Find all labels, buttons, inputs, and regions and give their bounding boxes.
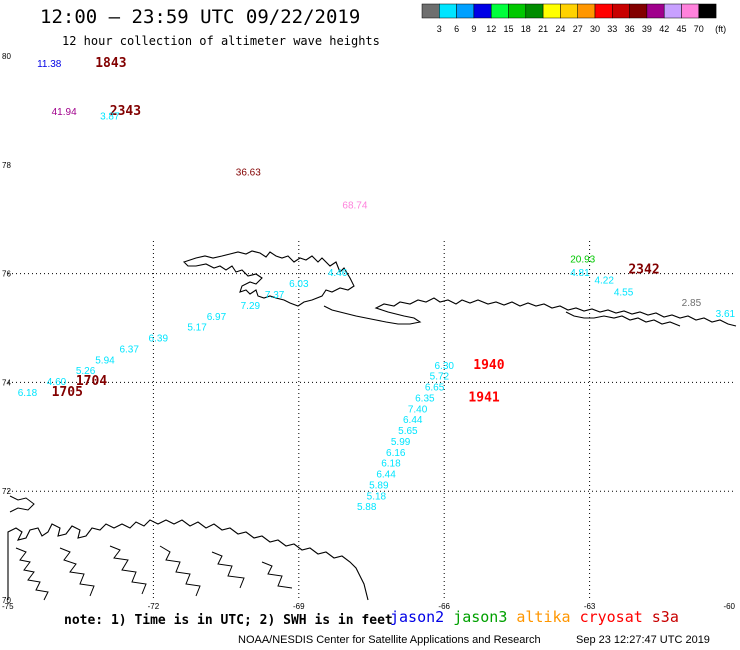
wave-height-label: 6.35 [415, 393, 435, 404]
wave-height-label: 5.94 [95, 355, 115, 366]
wave-height-label: 5.99 [391, 437, 411, 448]
legend-label: 39 [642, 24, 652, 34]
lat-label: 72 [2, 487, 11, 496]
wave-height-label: 6.18 [381, 459, 401, 470]
lon-label: -69 [293, 602, 305, 611]
wave-height-label: 41.94 [52, 107, 77, 118]
wave-height-label: 6.65 [425, 383, 445, 394]
lat-label: 76 [2, 270, 11, 279]
wave-height-label: 6.16 [386, 448, 406, 459]
lon-label: -72 [148, 602, 160, 611]
lat-label: 80 [2, 52, 11, 61]
wave-height-label: 7.29 [241, 301, 261, 312]
footer-note: note: 1) Time is in UTC; 2) SWH is in fe… [64, 613, 393, 628]
wave-height-label: 5.88 [357, 502, 377, 513]
satellite-cryosat: cryosat [579, 608, 643, 626]
coastline-bylot-island [9, 495, 35, 513]
lon-label: -75 [2, 602, 14, 611]
satellite-jason3: jason3 [453, 608, 508, 626]
legend-label: 70 [694, 24, 704, 34]
wave-height-label: 6.18 [18, 388, 38, 399]
coastline-ellesmere [323, 297, 737, 327]
wave-height-label: 68.74 [342, 200, 367, 211]
satellite-altika: altika [516, 608, 571, 626]
wave-height-label: 6.30 [435, 361, 455, 372]
wave-height-label: 6.37 [119, 344, 139, 355]
satellite-jason2: jason2 [390, 608, 445, 626]
lon-label: -60 [723, 602, 735, 611]
pass-time-label: 2343 [110, 104, 141, 119]
pass-time-label: 1940 [473, 358, 504, 373]
legend-label: 42 [659, 24, 669, 34]
wave-height-label: 2.85 [682, 298, 702, 309]
wave-height-label: 4.60 [47, 377, 67, 388]
lat-label: 78 [2, 161, 11, 170]
coastline-baffin-fjords [15, 545, 293, 601]
legend-label: 36 [625, 24, 635, 34]
wave-height-label: 3.61 [716, 309, 736, 320]
pass-time-label: 1941 [468, 390, 499, 405]
coastline-greenland [182, 250, 355, 307]
legend-label: 15 [503, 24, 513, 34]
wave-height-label: 20.93 [570, 255, 595, 266]
lat-label: 70 [2, 596, 11, 605]
wave-height-label: 4.81 [570, 268, 590, 279]
satellite-s3a: s3a [651, 608, 679, 626]
wave-height-label: 4.46 [328, 268, 348, 279]
wave-height-label: 5.17 [187, 323, 207, 334]
legend-label: 18 [521, 24, 531, 34]
legend-label: 9 [471, 24, 476, 34]
map-axes: 80 78 76 74 72 70-75 -72 -69 -66 -63 -60 [2, 52, 736, 611]
legend-label: 24 [555, 24, 565, 34]
pass-time-label: 1704 [76, 374, 107, 389]
legend-label: 27 [573, 24, 583, 34]
lon-label: -63 [584, 602, 596, 611]
color-scale-legend: 3 6 9 12 15 18 21 24 27 30 33 36 39 42 45 70 (ft) [421, 3, 726, 34]
pass-time-label: 1705 [52, 385, 83, 400]
wave-height-label: 6.44 [403, 415, 423, 426]
wave-height-label: 5.65 [398, 426, 418, 437]
wave-height-label: 6.44 [376, 470, 396, 481]
wave-height-label: 7.40 [408, 404, 428, 415]
coastline-devon-island [565, 311, 681, 327]
wave-height-label: 36.63 [236, 168, 261, 179]
legend-label: 33 [607, 24, 617, 34]
wave-height-label: 3.87 [100, 112, 120, 123]
wave-height-label: 5.72 [430, 372, 450, 383]
coastline [7, 250, 737, 601]
legend-unit: (ft) [715, 24, 726, 34]
footer-credit: NOAA/NESDIS Center for Satellite Applica… [238, 634, 541, 646]
wave-height-label: 6.39 [149, 334, 169, 345]
wave-height-label: 11.38 [37, 59, 62, 70]
legend-label: 30 [590, 24, 600, 34]
satellite-key: jason2 jason3 altika cryosat s3a [390, 608, 688, 627]
lat-label: 74 [2, 378, 11, 387]
lon-label: -66 [438, 602, 450, 611]
legend-label: 45 [676, 24, 686, 34]
footer-timestamp: Sep 23 12:27:47 UTC 2019 [576, 634, 710, 646]
coastline-baffin-island [7, 519, 369, 601]
legend-label: 21 [538, 24, 548, 34]
legend-label: 3 [437, 24, 442, 34]
page-title: 12:00 – 23:59 UTC 09/22/2019 [40, 6, 361, 28]
page-subtitle: 12 hour collection of altimeter wave hei… [62, 34, 380, 48]
wave-height-label: 5.89 [369, 480, 389, 491]
wave-height-label: 4.22 [594, 275, 614, 286]
wave-height-label: 6.97 [207, 312, 227, 323]
legend-label: 12 [486, 24, 496, 34]
wave-height-label: 7.37 [265, 290, 285, 301]
wave-height-label: 5.18 [367, 491, 387, 502]
legend-label: 6 [454, 24, 459, 34]
pass-time-label: 1843 [95, 56, 126, 71]
wave-height-label: 6.03 [289, 279, 309, 290]
wave-height-label: 5.26 [76, 366, 96, 377]
legend-swatch [698, 3, 717, 19]
wave-height-label: 4.55 [614, 287, 634, 298]
pass-time-label: 2342 [628, 263, 659, 278]
